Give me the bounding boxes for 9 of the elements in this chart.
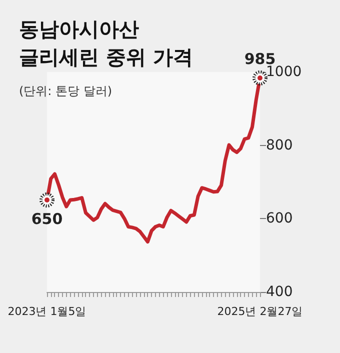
x-tick-label: 2023년 1월5일 — [8, 305, 86, 318]
y-tick-label: 1000 — [266, 64, 302, 80]
text: (단위: 톤당 달러) — [19, 84, 112, 98]
x-tick-label: 2025년 2월27일 — [217, 305, 303, 318]
y-tick-label: 800 — [266, 137, 293, 154]
annotation: 650 — [31, 210, 63, 228]
y-tick-label: 400 — [266, 284, 293, 300]
chart-title: 동남아시아산 글리세린 중위 가격 — [19, 17, 193, 69]
y-tick-label: 600 — [266, 210, 293, 227]
